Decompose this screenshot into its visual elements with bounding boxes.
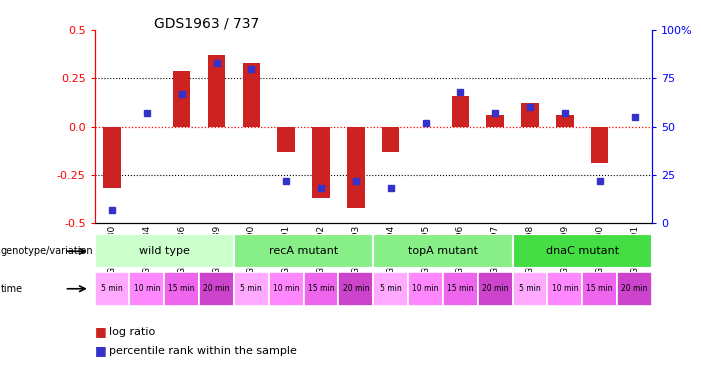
Text: 20 min: 20 min bbox=[203, 284, 230, 293]
Text: wild type: wild type bbox=[139, 246, 190, 256]
Bar bbox=[173, 70, 191, 127]
Bar bbox=[382, 127, 400, 152]
Text: dnaC mutant: dnaC mutant bbox=[545, 246, 619, 256]
Text: 10 min: 10 min bbox=[134, 284, 160, 293]
Bar bbox=[199, 272, 234, 306]
Text: 15 min: 15 min bbox=[168, 284, 195, 293]
Bar bbox=[207, 55, 225, 127]
Text: genotype/variation: genotype/variation bbox=[1, 246, 93, 256]
Bar bbox=[268, 272, 304, 306]
Bar bbox=[617, 272, 652, 306]
Bar bbox=[408, 272, 443, 306]
Bar bbox=[278, 127, 295, 152]
Text: GDS1963 / 737: GDS1963 / 737 bbox=[154, 17, 259, 31]
Text: 10 min: 10 min bbox=[552, 284, 578, 293]
Text: 10 min: 10 min bbox=[412, 284, 439, 293]
Bar bbox=[313, 127, 329, 198]
Bar bbox=[339, 272, 374, 306]
Text: 20 min: 20 min bbox=[482, 284, 508, 293]
Text: 15 min: 15 min bbox=[447, 284, 474, 293]
Bar bbox=[522, 104, 539, 127]
Bar bbox=[243, 63, 260, 127]
Text: ■: ■ bbox=[95, 344, 107, 357]
Bar bbox=[95, 234, 234, 268]
Text: time: time bbox=[1, 284, 23, 294]
Text: 5 min: 5 min bbox=[240, 284, 262, 293]
Text: 5 min: 5 min bbox=[519, 284, 541, 293]
Bar bbox=[95, 272, 130, 306]
Text: 10 min: 10 min bbox=[273, 284, 299, 293]
Bar bbox=[512, 234, 652, 268]
Text: recA mutant: recA mutant bbox=[269, 246, 339, 256]
Bar bbox=[547, 272, 583, 306]
Text: 5 min: 5 min bbox=[380, 284, 402, 293]
Text: log ratio: log ratio bbox=[109, 327, 155, 337]
Text: 15 min: 15 min bbox=[308, 284, 334, 293]
Text: percentile rank within the sample: percentile rank within the sample bbox=[109, 346, 297, 355]
Bar bbox=[234, 234, 374, 268]
Bar bbox=[347, 127, 365, 208]
Bar bbox=[556, 115, 573, 127]
Text: ■: ■ bbox=[95, 326, 107, 338]
Bar bbox=[451, 96, 469, 127]
Bar bbox=[443, 272, 478, 306]
Bar bbox=[374, 272, 408, 306]
Bar bbox=[486, 115, 504, 127]
Bar bbox=[512, 272, 547, 306]
Bar bbox=[164, 272, 199, 306]
Bar bbox=[304, 272, 339, 306]
Bar bbox=[478, 272, 512, 306]
Bar bbox=[130, 272, 164, 306]
Bar bbox=[374, 234, 512, 268]
Bar bbox=[234, 272, 268, 306]
Text: topA mutant: topA mutant bbox=[408, 246, 478, 256]
Bar bbox=[583, 272, 617, 306]
Text: 15 min: 15 min bbox=[587, 284, 613, 293]
Bar bbox=[591, 127, 608, 163]
Bar bbox=[103, 127, 121, 188]
Text: 20 min: 20 min bbox=[343, 284, 369, 293]
Text: 20 min: 20 min bbox=[621, 284, 648, 293]
Text: 5 min: 5 min bbox=[101, 284, 123, 293]
